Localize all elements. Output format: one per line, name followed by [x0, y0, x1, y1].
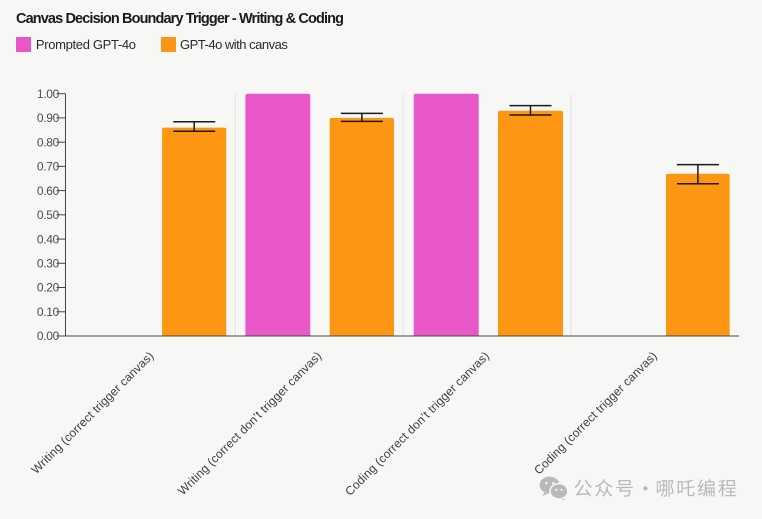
- svg-text:Writing (correct trigger canva: Writing (correct trigger canvas): [29, 349, 157, 477]
- svg-text:0.80: 0.80: [37, 135, 60, 149]
- svg-text:Coding (correct don’t trigger: Coding (correct don’t trigger canvas): [342, 349, 492, 499]
- svg-text:0.60: 0.60: [37, 184, 60, 198]
- svg-text:0.00: 0.00: [37, 329, 60, 343]
- svg-text:0.40: 0.40: [37, 232, 60, 246]
- svg-text:Coding (correct trigger canvas: Coding (correct trigger canvas): [531, 349, 660, 478]
- svg-text:0.30: 0.30: [37, 257, 60, 271]
- svg-text:1.00: 1.00: [37, 87, 60, 101]
- svg-text:0.90: 0.90: [37, 111, 60, 125]
- svg-text:Writing (correct don’t trigger: Writing (correct don’t trigger canvas): [175, 349, 324, 498]
- svg-text:0.50: 0.50: [37, 208, 60, 222]
- svg-text:0.20: 0.20: [37, 281, 60, 295]
- svg-text:0.70: 0.70: [37, 160, 60, 174]
- svg-text:0.10: 0.10: [37, 305, 60, 319]
